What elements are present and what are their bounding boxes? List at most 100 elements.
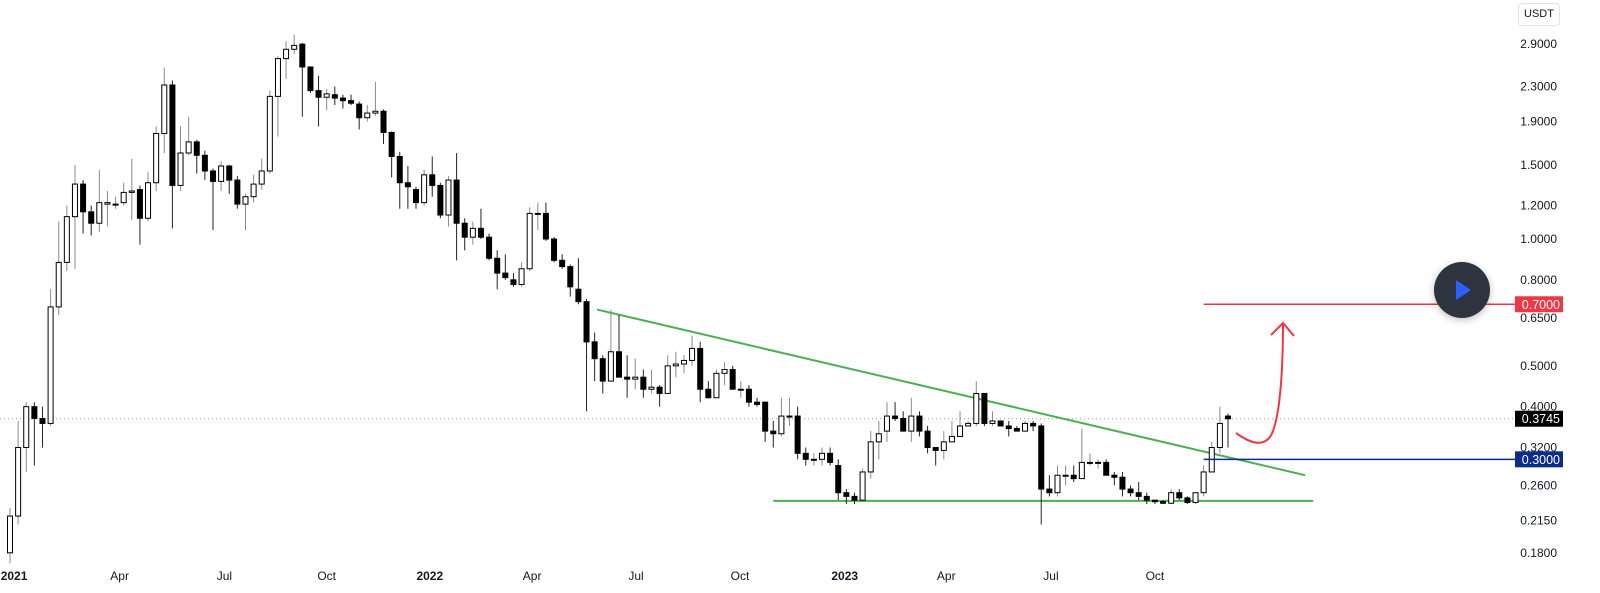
currency-button[interactable]: USDT (1518, 3, 1560, 26)
candle (421, 169, 428, 206)
candle (388, 131, 395, 178)
candle-body-down (88, 211, 95, 224)
arrow-head (1270, 321, 1295, 337)
candle-body-up (323, 93, 330, 98)
candle-body-down (924, 430, 931, 449)
candle (323, 88, 330, 111)
candle (835, 459, 842, 501)
candle-body-down (1184, 497, 1191, 503)
candle (96, 169, 103, 232)
candle (607, 309, 614, 382)
candle-body-up (104, 202, 111, 205)
candle (908, 397, 915, 442)
candle-body-up (128, 190, 135, 193)
time-axis[interactable]: 2021 Apr Jul Oct 2022 Apr Jul Oct 2023 Apr Jul Oct (1, 569, 1165, 583)
candle (867, 431, 874, 479)
candle (737, 381, 744, 398)
candle (15, 420, 22, 525)
candle-body-up (258, 170, 265, 185)
time-tick-label: Oct (1146, 569, 1165, 583)
candle-body-up (274, 58, 281, 97)
candle (778, 397, 785, 437)
candle (827, 447, 834, 466)
price-tick-label: 0.6500 (1520, 311, 1557, 325)
candle-body-down (1070, 474, 1077, 480)
price-tick-label: 1.9000 (1520, 115, 1557, 129)
candle-body-down (380, 110, 387, 133)
candle (859, 468, 866, 501)
candle (71, 164, 78, 269)
candle (364, 104, 371, 122)
price-tick-label: 0.5000 (1520, 359, 1557, 373)
candle-body-down (616, 351, 622, 378)
price-tick-label: 0.2600 (1520, 479, 1557, 493)
candle-body-down (510, 279, 517, 285)
candle (1143, 492, 1150, 505)
candle (534, 202, 541, 231)
price-levels[interactable] (1203, 303, 1515, 461)
target-price-label: 0.7000 (1522, 298, 1560, 312)
play-button[interactable] (1434, 262, 1490, 318)
candle (632, 358, 639, 390)
candle (356, 101, 363, 130)
support-price-label: 0.3000 (1522, 453, 1560, 467)
candle (713, 369, 720, 399)
time-tick-label: Jul (628, 569, 643, 583)
candle (583, 299, 590, 412)
candle-body-up (819, 452, 825, 460)
candle-body-down (1046, 488, 1053, 494)
candle-body-up (55, 261, 62, 308)
candle-body-down (299, 43, 306, 68)
candle (469, 221, 476, 245)
candle (705, 381, 712, 399)
candle (729, 365, 736, 390)
candle (948, 420, 955, 443)
candle (664, 355, 671, 394)
candle (1160, 500, 1167, 505)
candle-body-up (664, 365, 671, 394)
candle-body-down (624, 376, 631, 380)
candle-body-up (526, 212, 533, 270)
candle (1176, 489, 1183, 501)
candle-body-down (794, 415, 801, 454)
candle (291, 34, 298, 54)
curved-arrow-up[interactable] (1235, 322, 1284, 444)
candle-body-up (364, 112, 371, 119)
time-tick-label: Apr (937, 569, 956, 583)
candle-body-down (1127, 488, 1134, 494)
candle (1225, 413, 1231, 448)
last-price-price-label: 0.3745 (1522, 412, 1560, 426)
candle-body-up (607, 351, 614, 382)
candle-body-down (1225, 415, 1231, 420)
candle (331, 86, 338, 105)
candle-body-down (1013, 428, 1020, 432)
candle (1038, 423, 1045, 525)
candle-body-down (39, 417, 46, 424)
time-tick-label: Apr (110, 569, 129, 583)
candle (461, 218, 468, 251)
candle-body-up (859, 471, 866, 501)
candle (591, 332, 598, 382)
candle (786, 397, 793, 426)
candle (656, 385, 663, 407)
candle (453, 152, 460, 261)
candle (672, 351, 679, 378)
candle-body-down (201, 154, 208, 172)
candle (404, 166, 411, 209)
candle-body-up (372, 110, 379, 114)
price-tick-label: 1.5000 (1520, 158, 1557, 172)
candle (1078, 428, 1085, 480)
candle-body-up (721, 369, 728, 374)
descending-resistance-line[interactable] (596, 308, 1306, 477)
candle-body-down (193, 141, 200, 156)
trendlines[interactable] (596, 308, 1314, 502)
candle (145, 172, 152, 222)
candle (339, 94, 346, 109)
candle-body-up (534, 212, 541, 215)
candle-body-down (234, 179, 241, 205)
candle (128, 158, 135, 220)
price-axis[interactable]: 2.9000 2.3000 1.9000 1.5000 1.2000 1.0000 0.80… (1520, 37, 1557, 560)
candle (648, 369, 655, 394)
candle (965, 420, 972, 427)
